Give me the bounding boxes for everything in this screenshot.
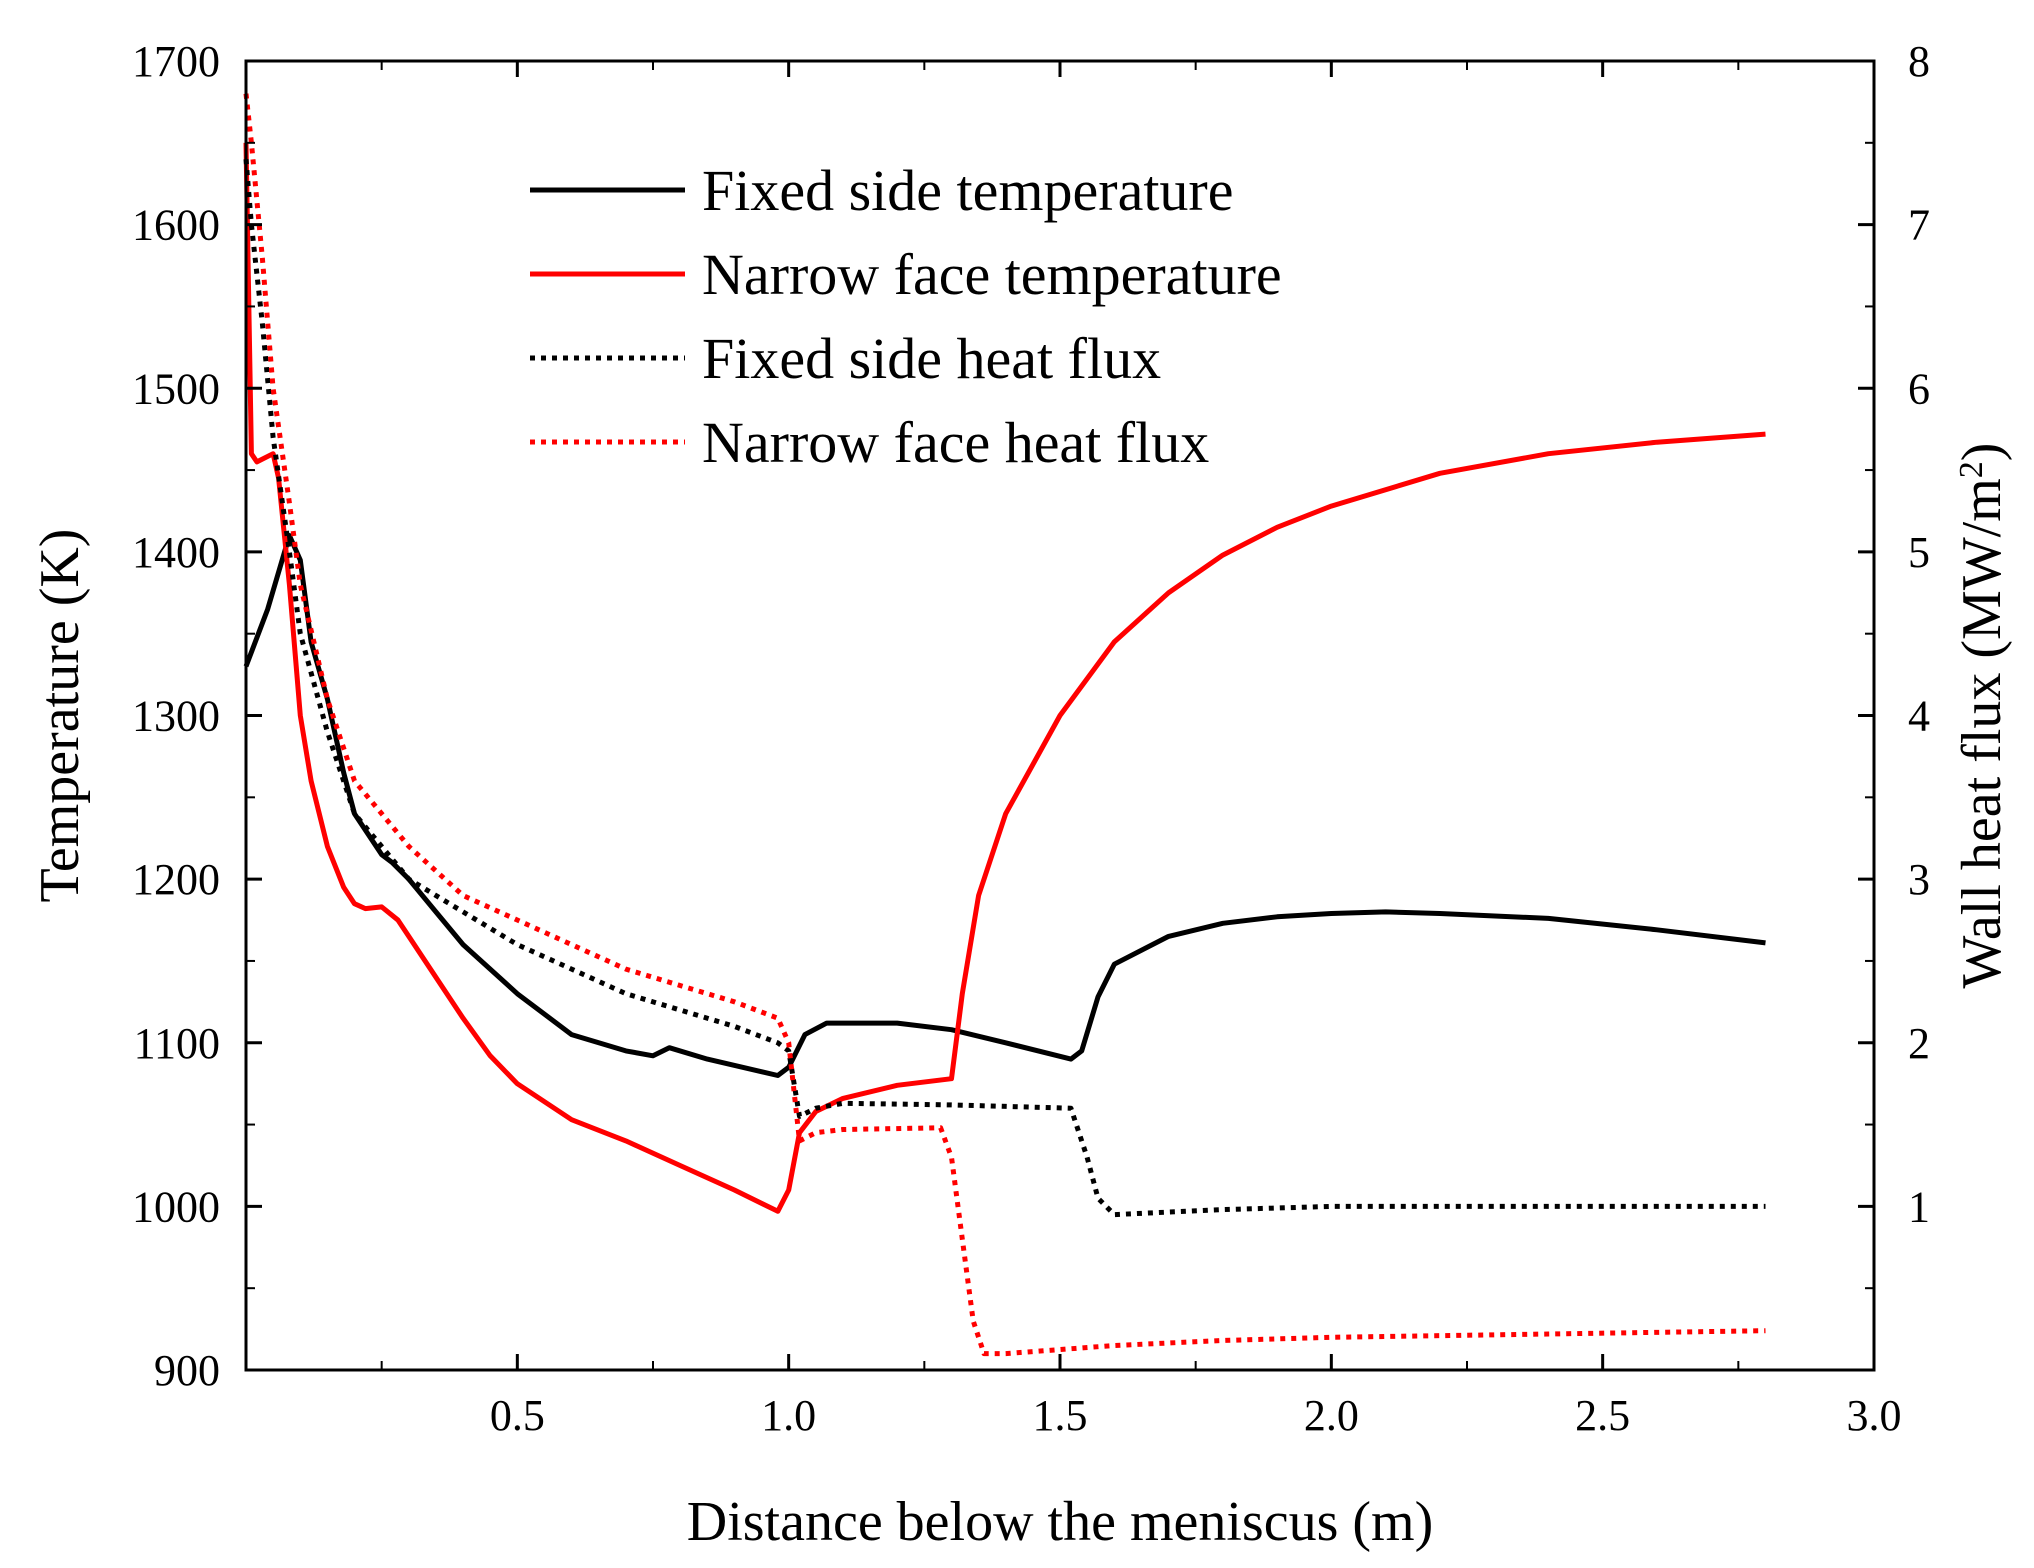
y-tick-label: 1000 xyxy=(132,1182,220,1231)
y-tick-label: 1300 xyxy=(132,692,220,741)
y-tick-label: 1700 xyxy=(132,37,220,86)
y2-axis-title: Wall heat flux (MW/m2) xyxy=(1951,443,2013,989)
x-tick-label: 1.5 xyxy=(1033,1391,1088,1440)
y2-tick-label: 7 xyxy=(1908,201,1930,250)
y2-tick-label: 4 xyxy=(1908,692,1930,741)
ticks-layer: 0.5 1.0 1.5 2.0 2.5 3.0 900 1000 1100 1200 1300 140… xyxy=(132,37,1930,1440)
x-tick-label: 3.0 xyxy=(1847,1391,1902,1440)
y-axis-title: Temperature (K) xyxy=(29,529,91,903)
series-line-fixed-side-temperature xyxy=(243,533,1766,1078)
legend: Fixed side temperature Narrow face temper… xyxy=(530,158,1282,475)
legend-label-fixed-side-heat-flux: Fixed side heat flux xyxy=(702,326,1161,391)
y2-tick-label: 8 xyxy=(1908,37,1930,86)
y-tick-label: 1100 xyxy=(134,1019,220,1068)
series-line-narrow-face-heat-flux xyxy=(243,93,1766,1357)
legend-label-narrow-face-heat-flux: Narrow face heat flux xyxy=(702,410,1209,475)
y2-tick-label: 2 xyxy=(1908,1019,1930,1068)
x-axis-title: Distance below the meniscus (m) xyxy=(687,1491,1433,1553)
x-tick-label: 2.0 xyxy=(1304,1391,1359,1440)
y-tick-label: 900 xyxy=(154,1346,220,1395)
x-tick-label: 0.5 xyxy=(490,1391,545,1440)
y-tick-label: 1500 xyxy=(132,364,220,413)
y2-axis-title-sup: 2 xyxy=(1953,461,1990,478)
x-tick-label: 2.5 xyxy=(1575,1391,1630,1440)
y-tick-label: 1600 xyxy=(132,201,220,250)
y2-tick-label: 1 xyxy=(1908,1182,1930,1231)
series-line-narrow-face-temperature xyxy=(243,142,1766,1214)
y2-tick-label: 5 xyxy=(1908,528,1930,577)
y2-tick-label: 6 xyxy=(1908,364,1930,413)
y2-axis-title-end: ) xyxy=(1951,443,2013,462)
y-tick-label: 1200 xyxy=(132,855,220,904)
y-tick-label: 1400 xyxy=(132,528,220,577)
x-tick-label: 1.0 xyxy=(761,1391,816,1440)
series-layer xyxy=(243,93,1766,1357)
y2-tick-label: 3 xyxy=(1908,855,1930,904)
legend-label-narrow-face-temperature: Narrow face temperature xyxy=(702,242,1282,307)
y2-axis-title-main: Wall heat flux (MW/m xyxy=(1951,478,2013,988)
legend-label-fixed-side-temperature: Fixed side temperature xyxy=(702,158,1234,223)
